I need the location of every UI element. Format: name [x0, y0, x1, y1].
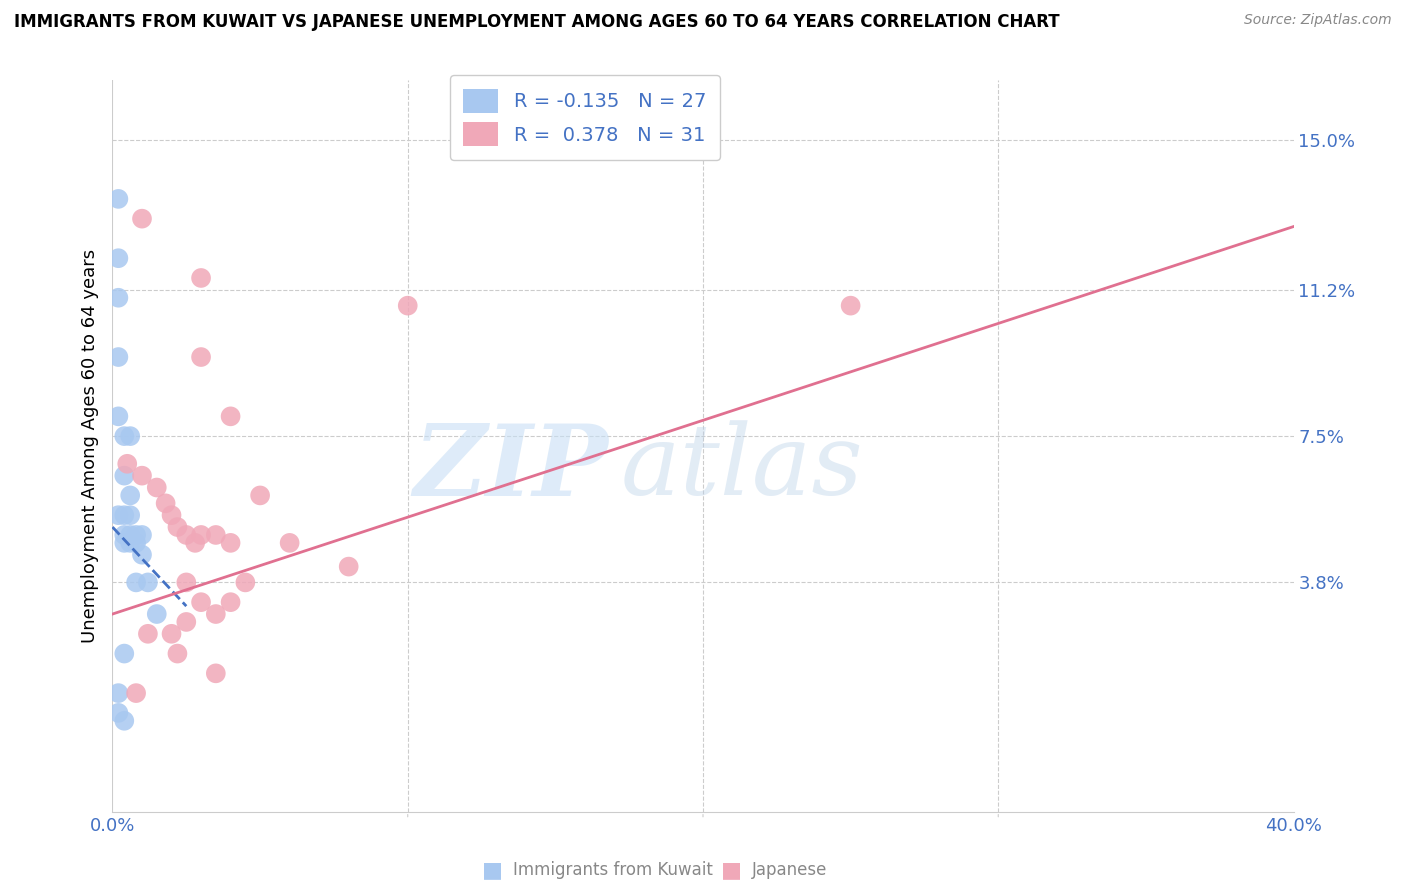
Text: ■: ■: [482, 860, 502, 880]
Legend: R = -0.135   N = 27, R =  0.378   N = 31: R = -0.135 N = 27, R = 0.378 N = 31: [450, 75, 720, 160]
Point: [249, 488, 271, 502]
Point: [233, 575, 256, 590]
Point: [112, 714, 135, 728]
Point: [146, 607, 169, 621]
Point: [166, 520, 188, 534]
Point: [120, 508, 142, 523]
Text: ZIP: ZIP: [413, 420, 609, 516]
Point: [219, 536, 242, 550]
Point: [131, 528, 153, 542]
Point: [190, 271, 212, 285]
Point: [107, 192, 129, 206]
Point: [190, 595, 212, 609]
Text: ■: ■: [721, 860, 741, 880]
Point: [107, 686, 129, 700]
Text: IMMIGRANTS FROM KUWAIT VS JAPANESE UNEMPLOYMENT AMONG AGES 60 TO 64 YEARS CORREL: IMMIGRANTS FROM KUWAIT VS JAPANESE UNEMP…: [14, 13, 1060, 31]
Point: [174, 528, 197, 542]
Point: [278, 536, 301, 550]
Point: [205, 528, 228, 542]
Point: [107, 291, 129, 305]
Point: [205, 666, 228, 681]
Text: Source: ZipAtlas.com: Source: ZipAtlas.com: [1244, 13, 1392, 28]
Point: [112, 508, 135, 523]
Point: [219, 409, 242, 424]
Point: [107, 706, 129, 720]
Point: [112, 528, 135, 542]
Point: [120, 488, 142, 502]
Point: [125, 528, 148, 542]
Y-axis label: Unemployment Among Ages 60 to 64 years: Unemployment Among Ages 60 to 64 years: [80, 249, 98, 643]
Point: [131, 548, 153, 562]
Point: [166, 647, 188, 661]
Text: atlas: atlas: [620, 420, 863, 516]
Point: [120, 536, 142, 550]
Point: [107, 409, 129, 424]
Point: [125, 536, 148, 550]
Point: [112, 536, 135, 550]
Point: [184, 536, 207, 550]
Point: [112, 647, 135, 661]
Point: [125, 575, 148, 590]
Point: [160, 627, 183, 641]
Point: [160, 508, 183, 523]
Point: [107, 350, 129, 364]
Point: [190, 528, 212, 542]
Point: [112, 468, 135, 483]
Point: [131, 211, 153, 226]
Point: [190, 350, 212, 364]
Text: Immigrants from Kuwait: Immigrants from Kuwait: [513, 861, 713, 879]
Point: [174, 575, 197, 590]
Point: [136, 575, 159, 590]
Point: [337, 559, 360, 574]
Point: [107, 251, 129, 265]
Point: [396, 299, 419, 313]
Point: [219, 595, 242, 609]
Point: [125, 686, 148, 700]
Point: [146, 481, 169, 495]
Point: [120, 429, 142, 443]
Point: [107, 508, 129, 523]
Point: [136, 627, 159, 641]
Point: [155, 496, 177, 510]
Point: [120, 528, 142, 542]
Text: Japanese: Japanese: [752, 861, 828, 879]
Point: [174, 615, 197, 629]
Point: [839, 299, 862, 313]
Point: [205, 607, 228, 621]
Point: [117, 457, 138, 471]
Point: [112, 429, 135, 443]
Point: [131, 468, 153, 483]
